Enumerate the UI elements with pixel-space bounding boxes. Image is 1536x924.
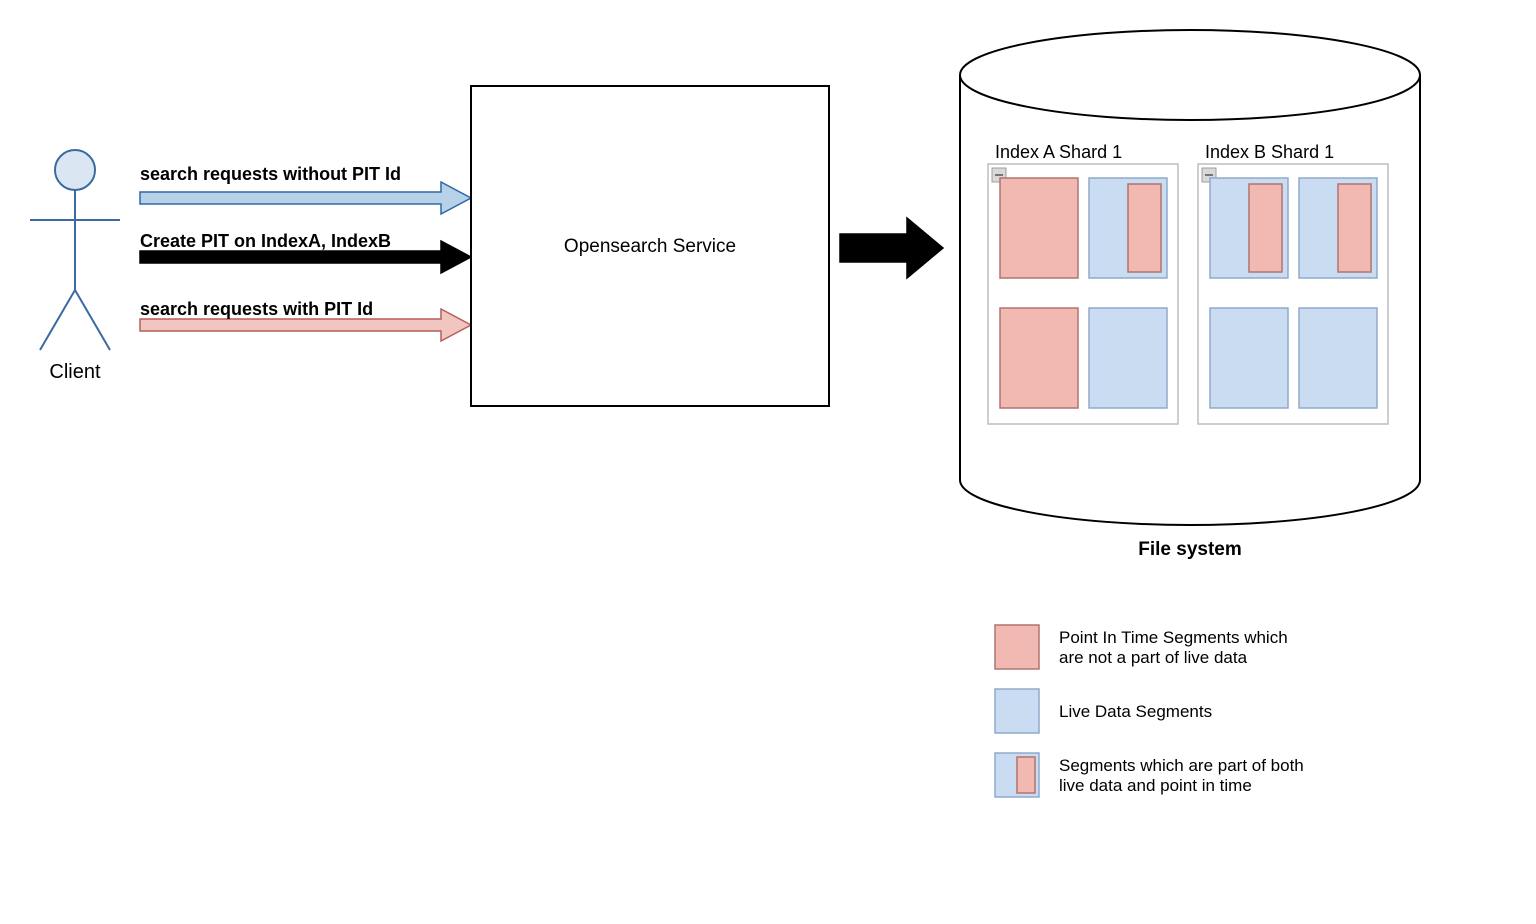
cylinder-top bbox=[960, 30, 1420, 120]
opensearch-service-label: Opensearch Service bbox=[564, 236, 736, 257]
arrow-label-0: search requests without PIT Id bbox=[140, 164, 401, 184]
legend-text-2-1: live data and point in time bbox=[1059, 776, 1252, 795]
legend-swatch-0 bbox=[995, 625, 1039, 669]
legend-text-0-1: are not a part of live data bbox=[1059, 648, 1248, 667]
segment-1-0-both-overlay bbox=[1249, 184, 1282, 272]
segment-1-2-blue bbox=[1210, 308, 1288, 408]
segment-0-3-blue bbox=[1089, 308, 1167, 408]
legend-text-2-0: Segments which are part of both bbox=[1059, 756, 1304, 775]
legend-text-0-0: Point In Time Segments which bbox=[1059, 628, 1288, 647]
legend-swatch-2-overlay bbox=[1017, 757, 1035, 793]
filesystem-label: File system bbox=[1138, 539, 1242, 560]
segment-0-0-red bbox=[1000, 178, 1078, 278]
client-head bbox=[55, 150, 95, 190]
legend-swatch-1 bbox=[995, 689, 1039, 733]
legend-text-1-0: Live Data Segments bbox=[1059, 702, 1212, 721]
segment-1-3-blue bbox=[1299, 308, 1377, 408]
shard-label-1: Index B Shard 1 bbox=[1205, 142, 1334, 162]
segment-0-1-both-overlay bbox=[1128, 184, 1161, 272]
arrow-label-1: Create PIT on IndexA, IndexB bbox=[140, 231, 391, 251]
shard-label-0: Index A Shard 1 bbox=[995, 142, 1122, 162]
arrow-label-2: search requests with PIT Id bbox=[140, 299, 373, 319]
segment-0-2-red bbox=[1000, 308, 1078, 408]
client-label: Client bbox=[49, 361, 101, 383]
segment-1-1-both-overlay bbox=[1338, 184, 1371, 272]
